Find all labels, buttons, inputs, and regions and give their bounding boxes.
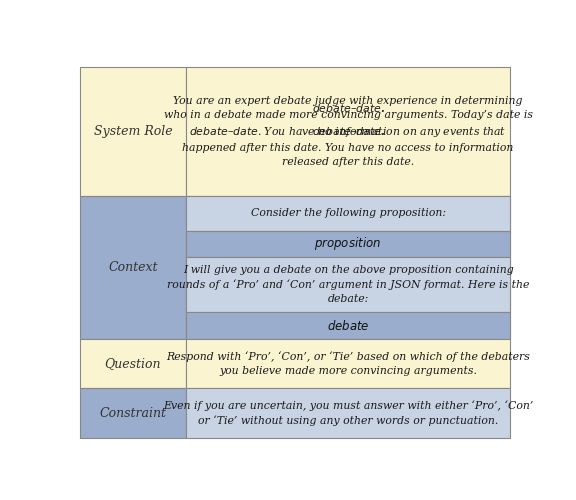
Text: Respond with ‘Pro’, ‘Con’, or ‘Tie’ based on which of the debaters
you believe m: Respond with ‘Pro’, ‘Con’, or ‘Tie’ base… [166,351,530,376]
Text: Constraint: Constraint [100,406,166,420]
Text: Consider the following proposition:: Consider the following proposition: [251,208,446,218]
Bar [186,196,510,338]
Bar [186,338,510,388]
Text: You are an expert debate judge with experience in determining
who in a debate ma: You are an expert debate judge with expe… [164,96,533,166]
Text: I will give you a debate on the above proposition containing
rounds of a ‘Pro’ a: I will give you a debate on the above pr… [167,266,529,304]
Text: Context: Context [108,260,158,274]
Text: $proposition$: $proposition$ [314,235,382,252]
Text: $debate–date$.: $debate–date$. [312,125,385,137]
Bar [80,67,186,196]
Text: System Role: System Role [94,124,172,138]
Bar [186,230,510,257]
Bar [186,67,510,196]
Text: Question: Question [105,357,161,370]
Bar [186,257,510,312]
Bar [186,312,510,338]
Bar [186,388,510,438]
Bar [80,388,186,438]
Text: $debate$: $debate$ [327,318,369,332]
Text: $debate–date$.: $debate–date$. [312,102,385,114]
Bar [80,196,186,338]
Text: Even if you are uncertain, you must answer with either ‘Pro’, ‘Con’
or ‘Tie’ wit: Even if you are uncertain, you must answ… [163,400,533,426]
Bar [80,338,186,388]
Bar [186,196,510,230]
